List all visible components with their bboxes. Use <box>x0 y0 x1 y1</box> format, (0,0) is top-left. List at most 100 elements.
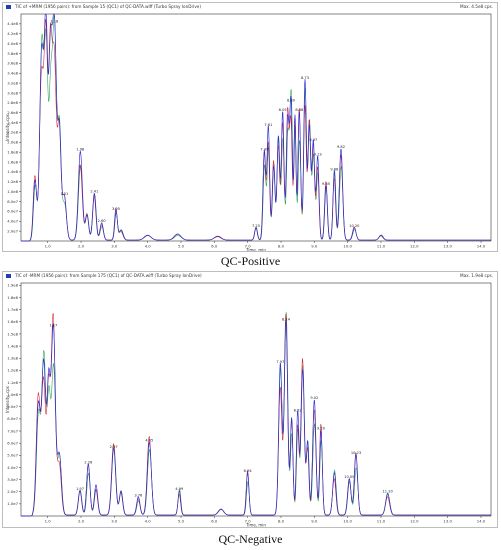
y-tick-label: 2.4e8 <box>7 120 18 125</box>
peak-label: 4.05 <box>145 439 153 443</box>
y-tick-label: 6.0e7 <box>7 209 18 214</box>
series-line-overlay-red <box>21 18 491 242</box>
y-tick-label: 1.3e8 <box>7 356 18 361</box>
y-tick-label: 1.8e8 <box>7 295 18 300</box>
y-tick-label: 1.6e8 <box>7 159 18 164</box>
y-tick-label: 1.2e8 <box>7 179 18 184</box>
peak-label: 2.26 <box>84 461 93 465</box>
y-tick-label: 8.0e7 <box>7 199 18 204</box>
y-tick-label: 2.8e8 <box>7 100 18 105</box>
y-tick-label: 5.0e7 <box>7 453 18 458</box>
series-line-overlay-green <box>21 312 491 517</box>
peak-label: 9.02 <box>310 396 318 400</box>
peak-label: 1.51 <box>60 192 68 196</box>
x-tick-label: 5.0 <box>178 244 185 249</box>
y-tick-label: 1.9e8 <box>7 283 18 288</box>
x-tick-label: 14.0 <box>477 519 486 524</box>
chromatogram-negative: 1.0e7 2.0e7 3.0e7 4.0e7 5.0e7 6.0e7 7.0e7 8.0e7… <box>5 282 492 528</box>
x-tick-label: 12.0 <box>410 244 419 249</box>
y-tick-label: 3.8e8 <box>7 51 18 56</box>
peak-label: 7.25 <box>252 224 260 228</box>
series-line-main <box>21 14 491 242</box>
y-tick-label: 1.1e8 <box>7 380 18 385</box>
y-tick-label: 1.2e8 <box>7 368 18 373</box>
peak-label: 7.49 <box>260 148 269 152</box>
peak-label: 1.18 <box>50 19 59 23</box>
peak-label: 4.99 <box>175 487 184 491</box>
series-line-overlay-green <box>21 15 491 242</box>
x-tick-label: 12.0 <box>410 519 419 524</box>
peak-label: 10.20 <box>349 224 360 228</box>
peak-label: 6.94 <box>244 469 253 473</box>
y-tick-label: 9.0e7 <box>7 404 18 409</box>
x-tick-label: 7.0 <box>245 244 252 249</box>
chart-panel-positive: TIC of +MRM (1956 pairs): from Sample 15… <box>2 2 498 252</box>
x-tick-label: 9.0 <box>311 244 318 249</box>
peak-label: 9.66 <box>330 167 339 171</box>
y-tick-label: 1.5e8 <box>7 331 18 336</box>
peak-label: 9.35 <box>322 182 330 186</box>
y-tick-label: 2.6e8 <box>7 110 18 115</box>
plot-frame <box>20 13 492 242</box>
peak-label: 10.23 <box>351 451 361 455</box>
max-intensity-label: Max. 4.5e8 cps. <box>459 4 493 9</box>
y-tick-label: 2.0e8 <box>7 140 18 145</box>
peak-label: 1.98 <box>76 148 85 152</box>
y-axis-label: Intensity, cps <box>5 114 10 141</box>
y-tick-label: 2.0e7 <box>7 228 18 233</box>
y-tick-label: 3.0e7 <box>7 477 18 482</box>
x-tick-label: 13.0 <box>443 244 452 249</box>
y-tick-label: 1.0e7 <box>7 501 18 506</box>
y-tick-label: 4.0e7 <box>7 465 18 470</box>
x-tick-label: 14.0 <box>477 244 486 249</box>
series-line-main <box>21 320 491 517</box>
series-line-overlay-red <box>21 313 491 517</box>
peak-label: 3.05 <box>112 207 120 211</box>
peak-label: 2.60 <box>98 219 107 223</box>
x-tick-label: 6.0 <box>211 519 218 524</box>
chart-icon <box>6 274 11 278</box>
y-axis-label: Intensity, cps <box>5 386 10 413</box>
max-intensity-label: Max. 1.9e8 cps. <box>459 273 493 278</box>
x-tick-label: 1.0 <box>45 519 52 524</box>
peak-label: 1.97 <box>76 487 84 491</box>
x-tick-label: 4.0 <box>145 244 152 249</box>
peak-label: 7.61 <box>264 123 272 127</box>
y-tick-label: 2.2e8 <box>7 130 18 135</box>
x-tick-label: 11.0 <box>377 519 386 524</box>
y-tick-label: 4.0e7 <box>7 219 18 224</box>
y-tick-label: 3.2e8 <box>7 80 18 85</box>
chromatogram-positive: 2.0e7 4.0e7 6.0e7 8.0e7 1.0e8 1.2e8 1.4e8 1.6e8… <box>5 13 492 251</box>
caption-positive: QC-Positive <box>220 254 281 268</box>
caption-negative: QC-Negative <box>218 532 283 546</box>
peak-label: 7.97 <box>276 360 284 364</box>
y-tick-label: 7.0e7 <box>7 428 18 433</box>
y-tick-label: 6.0e7 <box>7 440 18 445</box>
y-tick-label: 8.0e7 <box>7 416 18 421</box>
x-tick-label: 3.0 <box>111 519 118 524</box>
x-tick-label: 11.0 <box>377 244 386 249</box>
y-tick-label: 1.7e8 <box>7 307 18 312</box>
y-tick-label: 1.6e8 <box>7 319 18 324</box>
y-tick-label: 4.4e8 <box>7 21 18 26</box>
x-tick-label: 8.0 <box>278 519 285 524</box>
peak-label: 9.82 <box>337 145 345 149</box>
y-tick-label: 4.2e8 <box>7 31 18 36</box>
x-tick-label: 10.0 <box>343 519 352 524</box>
y-tick-label: 3.4e8 <box>7 71 18 76</box>
x-tick-label: 10.0 <box>343 244 352 249</box>
y-tick-label: 1.0e8 <box>7 392 18 397</box>
x-tick-label: 9.0 <box>311 519 318 524</box>
peak-label: 8.73 <box>301 76 309 80</box>
chart-header: TIC of -MRM (1956 pairs): from Sample 17… <box>15 273 202 278</box>
x-axis-label: Time, min <box>245 523 266 528</box>
x-tick-label: 3.0 <box>111 244 118 249</box>
peak-label: 8.48 <box>295 108 304 112</box>
chart-panel-negative: TIC of -MRM (1956 pairs): from Sample 17… <box>2 271 498 528</box>
y-tick-label: 3.6e8 <box>7 61 18 66</box>
x-tick-label: 8.0 <box>278 244 285 249</box>
x-tick-label: 6.0 <box>211 244 218 249</box>
x-tick-label: 4.0 <box>145 519 152 524</box>
peak-label: 9.20 <box>317 427 326 431</box>
y-tick-label: 1.4e8 <box>7 169 18 174</box>
